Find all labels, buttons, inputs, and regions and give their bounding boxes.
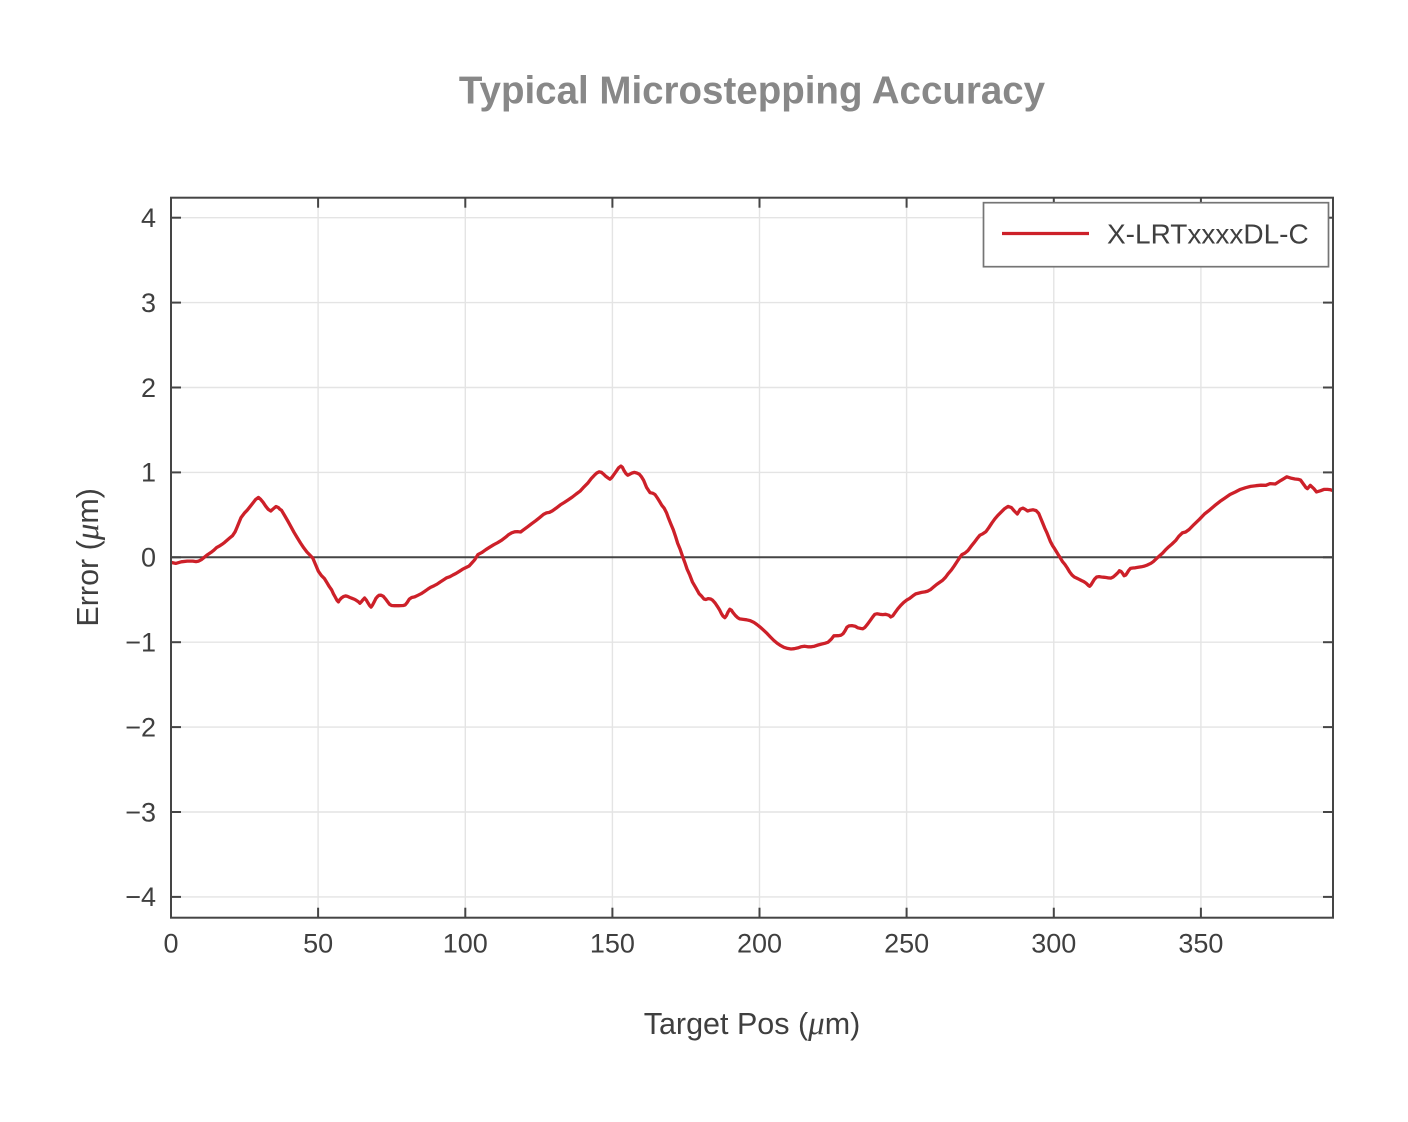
svg-text:Target Pos (μm): Target Pos (μm) [644, 1006, 861, 1042]
svg-text:300: 300 [1031, 929, 1076, 959]
svg-text:−3: −3 [125, 797, 156, 827]
svg-text:50: 50 [303, 929, 333, 959]
svg-text:150: 150 [590, 929, 635, 959]
svg-text:X-LRTxxxxDL-C: X-LRTxxxxDL-C [1107, 218, 1309, 249]
svg-text:Typical Microstepping Accuracy: Typical Microstepping Accuracy [459, 70, 1046, 113]
svg-text:0: 0 [141, 543, 156, 573]
svg-text:−1: −1 [125, 628, 156, 658]
svg-text:3: 3 [141, 288, 156, 318]
svg-text:−4: −4 [125, 882, 156, 912]
svg-text:2: 2 [141, 373, 156, 403]
svg-text:350: 350 [1178, 929, 1223, 959]
svg-text:Error (μm): Error (μm) [70, 488, 106, 627]
svg-text:100: 100 [443, 929, 488, 959]
svg-text:−2: −2 [125, 712, 156, 742]
svg-text:4: 4 [141, 203, 156, 233]
svg-text:250: 250 [884, 929, 929, 959]
svg-text:0: 0 [163, 929, 178, 959]
svg-text:1: 1 [141, 458, 156, 488]
svg-text:200: 200 [737, 929, 782, 959]
